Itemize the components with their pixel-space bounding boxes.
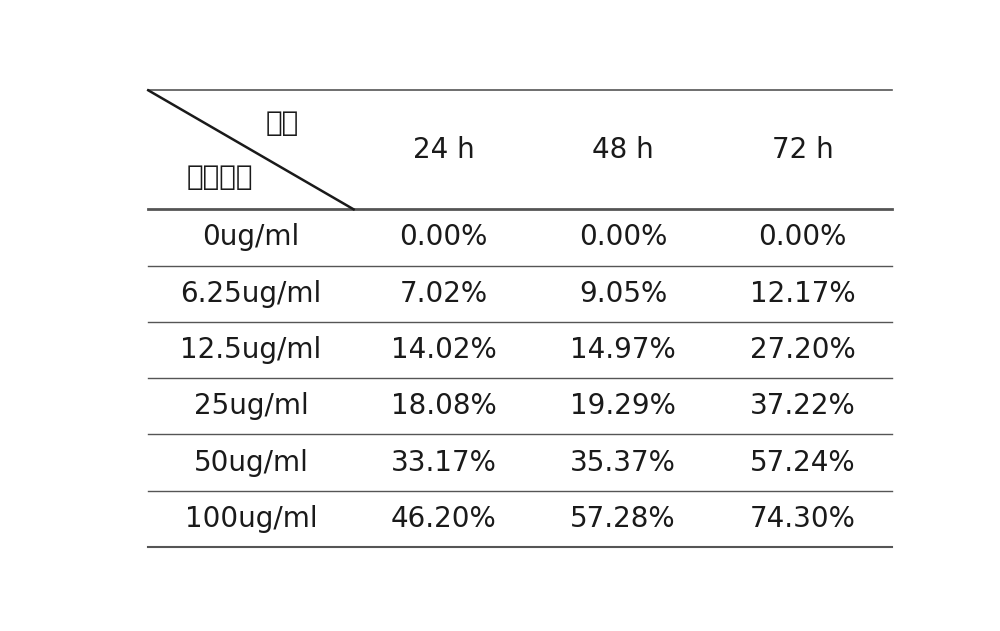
Text: 6.25ug/ml: 6.25ug/ml [180,280,322,308]
Text: 12.5ug/ml: 12.5ug/ml [180,336,322,364]
Text: 27.20%: 27.20% [750,336,855,364]
Text: 48 h: 48 h [592,136,654,164]
Text: 0ug/ml: 0ug/ml [202,223,300,252]
Text: 37.22%: 37.22% [750,392,855,420]
Text: 19.29%: 19.29% [570,392,676,420]
Text: 100ug/ml: 100ug/ml [185,505,317,533]
Text: 14.02%: 14.02% [391,336,496,364]
Text: 0.00%: 0.00% [399,223,488,252]
Text: 46.20%: 46.20% [391,505,496,533]
Text: 0.00%: 0.00% [758,223,847,252]
Text: 25ug/ml: 25ug/ml [194,392,308,420]
Text: 时间: 时间 [265,109,299,137]
Text: 74.30%: 74.30% [750,505,855,533]
Text: 9.05%: 9.05% [579,280,667,308]
Text: 24 h: 24 h [413,136,474,164]
Text: 12.17%: 12.17% [750,280,855,308]
Text: 35.37%: 35.37% [570,449,676,476]
Text: 50ug/ml: 50ug/ml [194,449,308,476]
Text: 14.97%: 14.97% [570,336,676,364]
Text: 72 h: 72 h [772,136,833,164]
Text: 33.17%: 33.17% [390,449,496,476]
Text: 样品浓度: 样品浓度 [187,163,253,191]
Text: 7.02%: 7.02% [399,280,487,308]
Text: 57.24%: 57.24% [750,449,855,476]
Text: 18.08%: 18.08% [391,392,496,420]
Text: 57.28%: 57.28% [570,505,676,533]
Text: 0.00%: 0.00% [579,223,667,252]
